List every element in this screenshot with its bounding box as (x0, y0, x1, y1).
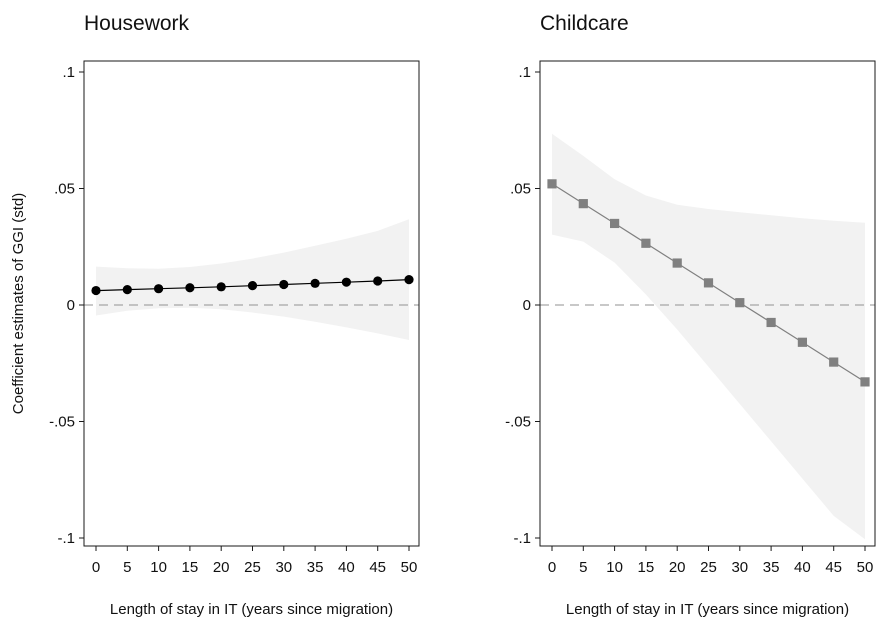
x-tick-label: 30 (731, 559, 748, 576)
data-point (373, 276, 383, 286)
data-point (310, 278, 320, 288)
data-point (547, 179, 557, 189)
plot-frame (539, 60, 876, 547)
data-point (672, 258, 682, 268)
x-tick-label: 50 (401, 559, 418, 576)
x-tick-label: 0 (92, 559, 100, 576)
y-tick-label: .1 (62, 64, 75, 81)
data-point (766, 317, 776, 328)
x-tick-label: 45 (369, 559, 386, 576)
data-point (703, 278, 714, 288)
data-point (216, 282, 226, 292)
x-tick-label: 35 (763, 559, 780, 576)
data-point (404, 275, 414, 285)
x-tick-label: 45 (825, 559, 842, 576)
x-tick-label: 40 (338, 559, 355, 576)
y-tick-label: 0 (67, 297, 75, 314)
x-tick-label: 10 (606, 559, 623, 576)
x-tick-label: 35 (307, 559, 324, 576)
y-tick-label: -.1 (57, 530, 75, 547)
plot-frame (83, 60, 420, 547)
x-tick-label: 0 (548, 559, 556, 576)
chart-panel-housework: Housework -.1 -.05 0 .05 .1 0 5 10 15 20 25 30 35 40 45… (10, 12, 420, 618)
y-tick-label: .1 (518, 64, 531, 81)
y-tick-label: .05 (510, 181, 531, 198)
data-point (341, 277, 351, 287)
data-point (247, 281, 258, 291)
x-tick-label: 20 (669, 559, 686, 576)
panel-title: Childcare (540, 12, 629, 35)
chart-panel-childcare: Childcare -.1 -.05 0 .05 .1 0 5 10 15 20 25 30 35 40 45… (505, 12, 876, 618)
y-axis-title: Coefficient estimates of GGI (std) (10, 193, 27, 414)
data-point (154, 284, 164, 294)
panel-title: Housework (84, 12, 190, 35)
x-axis-title: Length of stay in IT (years since migrat… (566, 601, 849, 618)
x-tick-label: 15 (638, 559, 655, 576)
data-point (641, 238, 651, 248)
data-point (860, 377, 870, 387)
x-tick-label: 5 (123, 559, 131, 576)
data-point (122, 285, 132, 295)
x-tick-label: 25 (700, 559, 717, 576)
x-tick-label: 5 (579, 559, 587, 576)
x-tick-label: 20 (213, 559, 230, 576)
data-point (797, 337, 807, 347)
data-point (578, 199, 588, 209)
data-point (735, 298, 745, 308)
x-tick-label: 10 (150, 559, 167, 576)
x-tick-label: 50 (857, 559, 874, 576)
x-tick-label: 40 (794, 559, 811, 576)
data-point (91, 285, 101, 296)
confidence-band (552, 133, 865, 540)
data-point (829, 357, 839, 367)
y-tick-label: 0 (523, 297, 531, 314)
x-tick-label: 15 (182, 559, 199, 576)
x-tick-label: 25 (244, 559, 261, 576)
y-tick-label: -.05 (49, 414, 75, 431)
x-tick-label: 30 (275, 559, 292, 576)
data-point (185, 283, 195, 293)
x-axis-title: Length of stay in IT (years since migrat… (110, 601, 393, 618)
confidence-band (96, 219, 409, 340)
y-tick-label: .05 (54, 181, 75, 198)
data-point (279, 279, 289, 290)
data-point (610, 218, 620, 229)
y-tick-label: -.1 (513, 530, 531, 547)
y-tick-label: -.05 (505, 414, 531, 431)
